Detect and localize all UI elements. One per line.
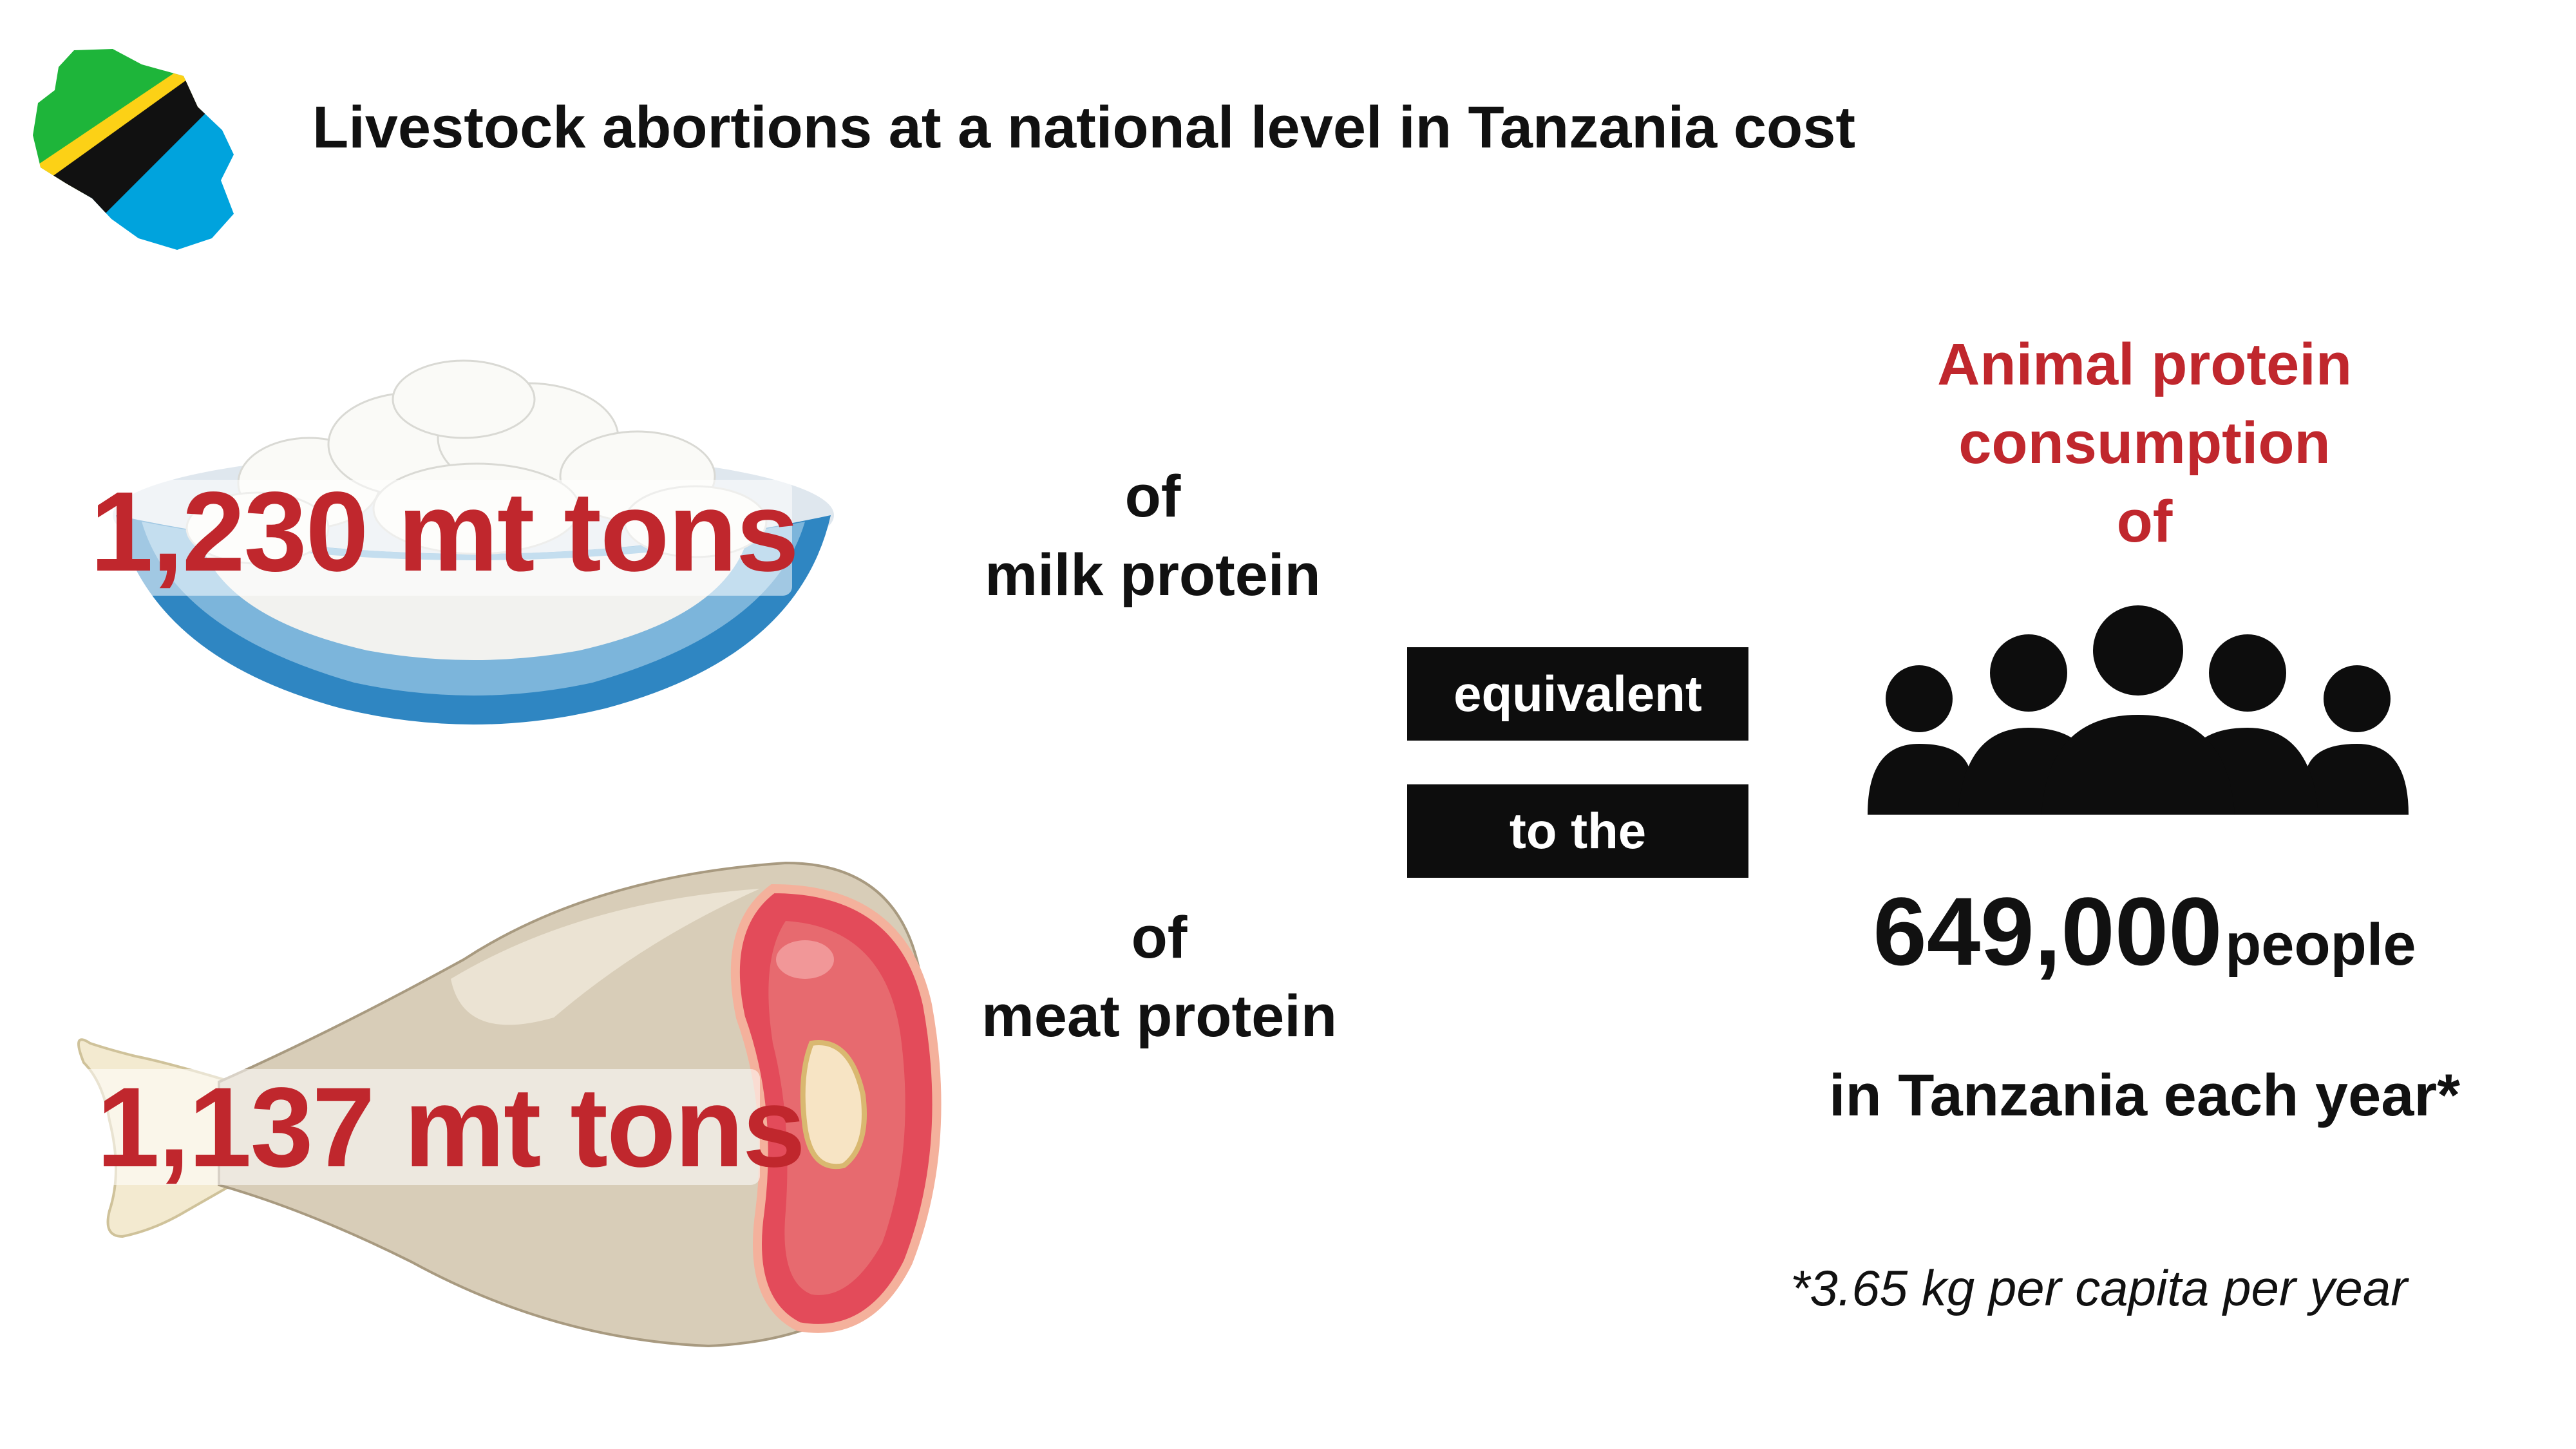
milk-of-text: of — [1124, 464, 1181, 529]
meat-of-text: of — [1131, 905, 1188, 971]
meat-quantity: 1,137 mt tons — [97, 1065, 806, 1191]
people-group-icon — [1868, 605, 2409, 818]
meat-protein-label: of meat protein — [927, 898, 1391, 1056]
to-the-box: to the — [1407, 784, 1748, 878]
heading-line-3: of — [2116, 489, 2173, 554]
equivalent-box: equivalent — [1407, 647, 1748, 741]
milk-quantity-band — [84, 480, 792, 596]
in-tanzania-text: in Tanzania each year* — [1828, 1063, 2461, 1128]
footnote: *3.65 kg per capita per year — [1790, 1260, 2408, 1316]
meat-quantity-band — [77, 1069, 760, 1185]
people-count-row: 649,000 people — [1726, 876, 2563, 987]
milk-protein-text: milk protein — [985, 542, 1321, 608]
heading-line-1: Animal protein — [1937, 332, 2353, 397]
meat-protein-text: meat protein — [981, 983, 1338, 1049]
animal-protein-heading: Animal protein consumption of — [1855, 325, 2434, 561]
tanzania-flag-map-icon — [29, 45, 248, 251]
milk-quantity: 1,230 mt tons — [90, 469, 799, 595]
heading-line-2: consumption — [1958, 410, 2331, 476]
milk-protein-label: of milk protein — [927, 457, 1378, 614]
people-count: 649,000 — [1873, 877, 2222, 985]
people-unit: people — [2225, 912, 2416, 978]
page-title: Livestock abortions at a national level … — [312, 95, 1856, 160]
